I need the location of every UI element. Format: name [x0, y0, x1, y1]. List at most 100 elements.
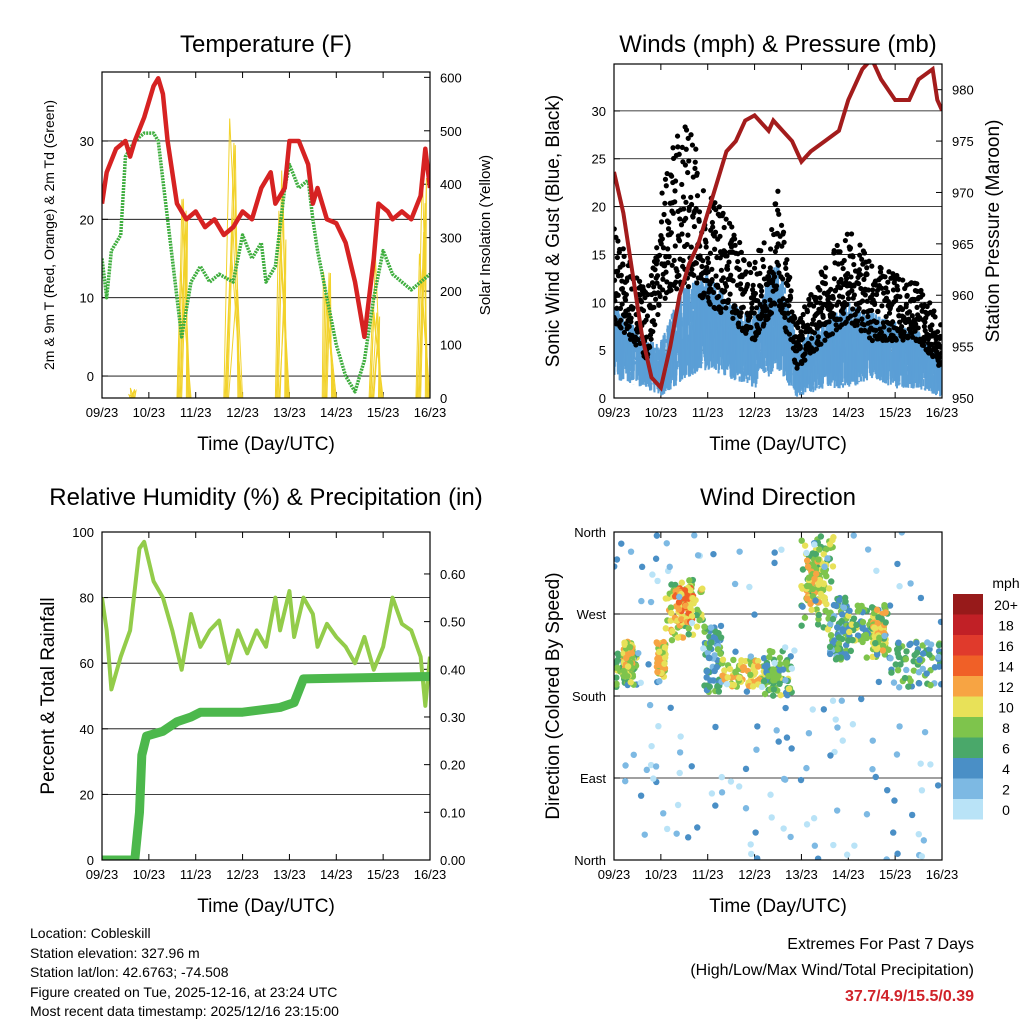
gust-point	[680, 194, 687, 200]
gust-point	[886, 327, 892, 333]
gust-point	[929, 322, 935, 328]
direction-point	[829, 563, 837, 570]
direction-point	[809, 550, 817, 557]
y-tick-label: 60	[80, 656, 94, 671]
gust-point	[663, 269, 669, 275]
gust-point	[883, 285, 889, 291]
gust-point	[897, 294, 903, 300]
direction-point	[836, 597, 843, 604]
direction-point	[894, 560, 901, 568]
x-tick-label: 16/23	[414, 405, 447, 420]
direction-point	[868, 604, 876, 611]
gust-point	[688, 194, 694, 200]
y-tick-label: 0	[87, 853, 94, 868]
gust-point	[672, 199, 678, 205]
gust-point	[710, 289, 717, 296]
gust-point	[683, 127, 690, 133]
y2-tick-label: 0.00	[440, 853, 465, 868]
direction-point	[706, 683, 713, 690]
x-axis-label: Time (Day/UTC)	[709, 434, 847, 455]
gust-point	[665, 246, 671, 252]
direction-point	[874, 620, 881, 627]
gust-point	[651, 304, 657, 310]
gust-point	[741, 257, 747, 263]
direction-point	[799, 566, 807, 573]
gust-point	[776, 211, 782, 217]
y-tick-label: 15	[592, 247, 606, 262]
y-tick-label: East	[580, 771, 606, 786]
gust-point	[831, 276, 838, 282]
gust-point	[647, 344, 653, 350]
gust-point	[859, 298, 866, 304]
x-tick-label: 12/23	[226, 405, 259, 420]
direction-point	[622, 762, 629, 769]
direction-point	[775, 738, 782, 745]
gust-point	[764, 306, 770, 312]
gust-point	[727, 291, 733, 297]
gust-point	[914, 304, 920, 310]
gust-point	[811, 303, 817, 309]
gust-point	[884, 289, 891, 295]
direction-point	[804, 563, 812, 570]
gust-point	[694, 193, 701, 199]
direction-point	[903, 666, 910, 674]
gust-point	[927, 300, 933, 306]
direction-point	[896, 723, 903, 730]
gust-point	[715, 284, 721, 290]
direction-point	[875, 678, 883, 686]
direction-point	[667, 604, 675, 611]
direction-point	[675, 599, 683, 606]
gust-point	[813, 346, 820, 352]
direction-point	[707, 677, 714, 684]
humidity-line	[102, 539, 430, 708]
legend-label: 16	[998, 638, 1014, 654]
gust-point	[738, 286, 744, 292]
gust-point	[670, 210, 676, 216]
gust-point	[769, 226, 775, 233]
gust-point	[922, 319, 928, 325]
x-tick-label: 11/23	[692, 405, 724, 420]
gust-point	[858, 285, 864, 292]
y2-tick-label: 0.40	[440, 662, 465, 677]
y-tick-label: 20	[592, 200, 606, 215]
gust-point	[800, 335, 806, 341]
direction-point	[921, 728, 929, 736]
direction-point	[910, 657, 917, 665]
gust-point	[680, 258, 686, 264]
gust-point	[709, 266, 715, 272]
gust-point	[848, 313, 854, 319]
direction-point	[892, 661, 899, 668]
y2-tick-label: 300	[440, 231, 462, 246]
direction-point	[663, 825, 671, 833]
legend-label: 10	[998, 700, 1014, 716]
direction-point	[743, 688, 751, 695]
y2-tick-label: 980	[952, 83, 974, 98]
x-tick-label: 11/23	[180, 405, 212, 420]
gust-point	[915, 325, 921, 331]
direction-point	[747, 671, 754, 679]
gust-point	[716, 204, 723, 210]
y-tick-label: 20	[80, 212, 94, 227]
gust-point	[618, 272, 624, 278]
gust-point	[674, 133, 681, 139]
gust-point	[619, 285, 626, 292]
x-tick-label: 16/23	[926, 405, 959, 420]
direction-point	[787, 833, 794, 841]
direction-point	[905, 683, 912, 690]
direction-point	[894, 666, 902, 674]
legend-swatch	[953, 696, 983, 717]
gust-point	[802, 350, 808, 357]
direction-point	[821, 563, 828, 570]
extremes-subtitle: (High/Low/Max Wind/Total Precipitation)	[690, 962, 974, 979]
gust-point	[673, 279, 679, 285]
gust-point	[654, 258, 660, 264]
precipitation-line	[102, 671, 430, 860]
direction-point	[850, 532, 857, 539]
gust-point	[643, 317, 649, 323]
gust-point	[618, 325, 624, 331]
gust-point	[856, 267, 863, 273]
direction-point	[873, 567, 880, 574]
gust-point	[762, 298, 768, 305]
solar-spike	[129, 389, 137, 398]
